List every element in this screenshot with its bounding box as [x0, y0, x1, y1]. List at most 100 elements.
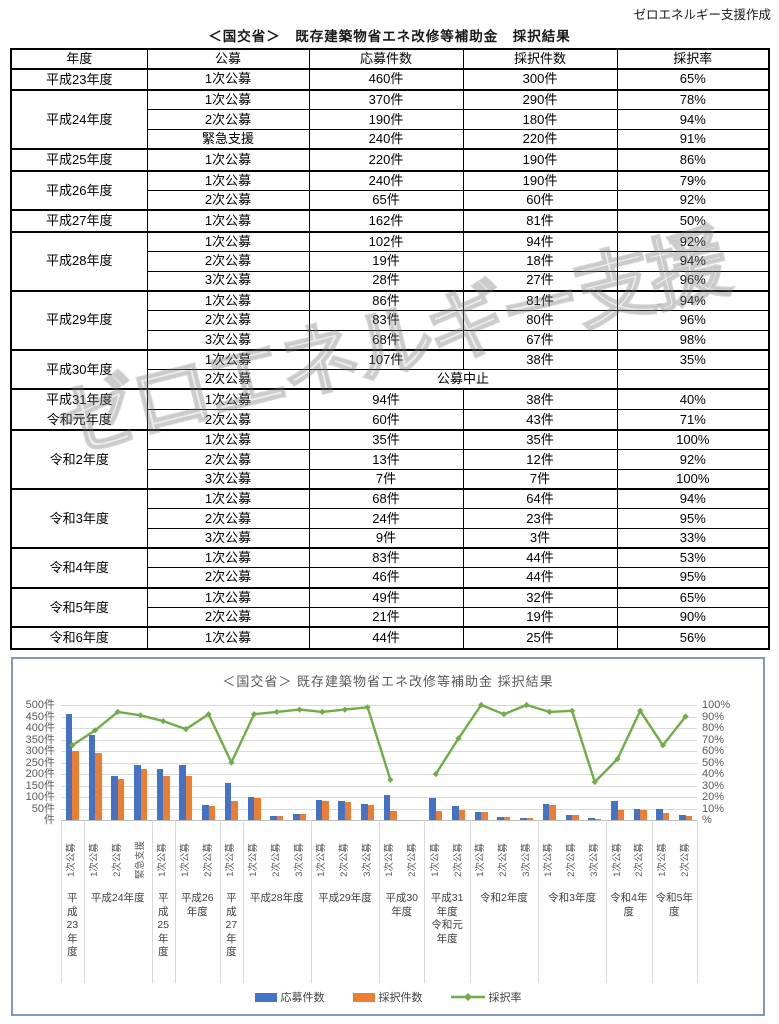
rate-cell: 91%: [616, 129, 770, 150]
group-separator: [651, 820, 653, 983]
applications-bar: [315, 800, 323, 820]
applications-bar: [633, 809, 641, 820]
year-cell: 平成28年度: [10, 230, 148, 292]
rate-marker: [205, 711, 212, 718]
table-row: 平成28年度 1次公募 102件 94件 92%: [10, 230, 770, 292]
column-header: 採択件数: [462, 48, 618, 70]
category-label: 1次公募: [157, 843, 169, 877]
applications-bar: [429, 798, 436, 820]
applications-cell: 240件: [308, 169, 464, 191]
adopted-cell: 27件: [462, 270, 618, 292]
category-label: 2次公募: [679, 843, 691, 877]
adopted-cell: 300件: [462, 67, 618, 91]
adopted-cell: 44件: [462, 567, 618, 589]
adopted-bar: [299, 813, 306, 820]
applications-cell: 7件: [308, 469, 464, 490]
adopted-cell: 38件: [462, 388, 618, 411]
gridline: [61, 751, 697, 752]
rate-marker: [569, 707, 576, 714]
round-cell: 1次公募: [146, 89, 310, 111]
applications-cell: 68件: [308, 488, 464, 510]
adopted-bar: [572, 814, 579, 820]
round-cell: 2次公募: [146, 449, 310, 470]
rate-marker: [92, 727, 99, 734]
table-row: 平成23年度 1次公募 460件 300件 65%: [10, 67, 770, 91]
year-group-label-line: 成: [226, 905, 237, 918]
applications-bar: [88, 734, 96, 820]
adopted-cell: 94件: [462, 230, 618, 252]
rate-cell: 78%: [616, 89, 770, 111]
gridline: [61, 797, 697, 798]
adopted-cell: 12件: [462, 449, 618, 470]
table-row: 2次公募 19件 18件 94%: [11, 250, 770, 272]
adopted-bar: [95, 753, 102, 820]
group-separator: [174, 820, 176, 983]
table-row: 2次公募 24件 23件 95%: [11, 508, 770, 530]
round-cell: 1次公募: [146, 626, 310, 649]
rate-marker: [546, 708, 553, 715]
table-row: 令和2年度 1次公募 35件 35件 100%: [10, 429, 770, 490]
legend-item: 採択件数: [352, 989, 423, 1005]
year-group-label: 平成24年度: [84, 892, 152, 906]
applications-cell: 86件: [308, 289, 464, 311]
rate-marker: [682, 713, 689, 720]
rate-cell: 65%: [616, 67, 770, 91]
adopted-cell: 3件: [462, 528, 618, 549]
table-row: 令和4年度 1次公募 83件 44件 53%: [10, 547, 770, 589]
category-label: 1次公募: [475, 843, 487, 877]
applications-cell: 83件: [308, 547, 464, 569]
year-group-label-line: 平成28年度: [249, 892, 304, 904]
adopted-cell: 19件: [462, 606, 618, 628]
year-group-label-line: 平: [157, 892, 169, 904]
round-cell: 1次公募: [146, 230, 310, 252]
table-row: 令和5年度 1次公募 49件 32件 65%: [10, 586, 770, 628]
rate-cell: 90%: [616, 606, 770, 628]
cancel-note-cell: 公募中止: [308, 368, 618, 390]
category-label: 1次公募: [656, 843, 668, 877]
y-axis-tick-left: 150件: [25, 779, 55, 792]
y-axis-tick-left: 500件: [25, 699, 55, 711]
adopted-bar: [549, 805, 556, 820]
gridline: [61, 785, 697, 787]
category-label: 2次公募: [566, 843, 578, 877]
rate-line-swatch: [450, 993, 485, 1001]
category-label: 2次公募: [338, 843, 350, 877]
legend-label: 採択率: [488, 992, 522, 1004]
adopted-bar: [72, 751, 79, 820]
rate-marker: [478, 701, 485, 709]
applications-bar: [497, 817, 504, 820]
round-cell: 3次公募: [146, 469, 310, 490]
category-label: 1次公募: [429, 843, 441, 877]
round-cell: 2次公募: [146, 368, 310, 390]
adopted-cell: 25件: [462, 626, 618, 649]
adopted-bar: [640, 809, 647, 820]
year-group-label-line: 年: [157, 932, 169, 945]
table-header-row: 年度 公募 応募件数 採択件数 採択率: [10, 48, 770, 70]
applications-cell: 44件: [308, 626, 464, 649]
year-group-label: 平成 23 年度: [61, 892, 84, 960]
rate-marker: [69, 742, 76, 749]
category-label: 3次公募: [520, 843, 532, 877]
rate-marker: [387, 776, 394, 783]
year-cell: 令和3年度: [10, 488, 148, 549]
applications-cell: 28件: [308, 270, 464, 292]
applications-bar: [474, 811, 482, 820]
applications-bar: [179, 764, 186, 820]
category-label: 2次公募: [270, 843, 282, 877]
category-label: 1次公募: [66, 843, 78, 877]
group-separator: [220, 820, 221, 983]
year-group-label-line: 令和3年度: [548, 892, 596, 904]
y-axis-tick-right: 100%: [702, 699, 731, 711]
applications-cell: 35件: [308, 429, 464, 451]
category-label: 1次公募: [179, 843, 191, 877]
year-group-label: 平成26 年度: [175, 892, 220, 919]
group-separator: [83, 820, 85, 983]
adopted-cell: 180件: [462, 109, 618, 131]
rate-marker: [160, 718, 167, 725]
rate-cell: 50%: [616, 209, 770, 233]
adopted-cell: 44件: [462, 547, 618, 569]
rate-marker: [364, 704, 371, 711]
legend-label: 採択件数: [378, 992, 423, 1004]
year-cell: 令和2年度: [10, 429, 148, 490]
year-group-label-line: 25: [157, 919, 170, 931]
